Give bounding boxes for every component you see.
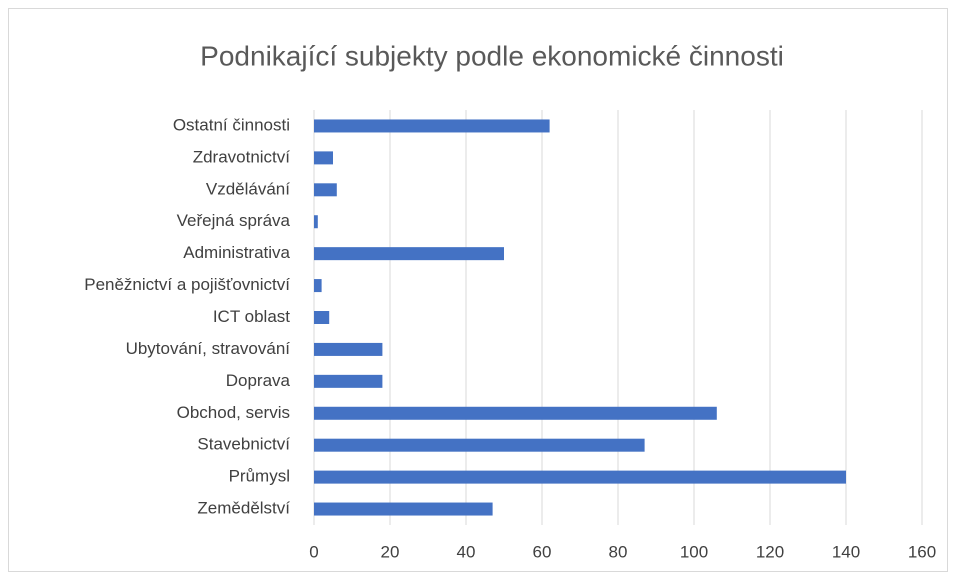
bar xyxy=(314,279,322,293)
bar xyxy=(314,470,846,484)
y-tick-label: Průmysl xyxy=(229,467,290,486)
bar xyxy=(314,183,337,197)
x-tick-label: 120 xyxy=(756,542,784,561)
y-tick-label: Zdravotnictví xyxy=(193,147,291,166)
y-tick-label: ICT oblast xyxy=(213,307,290,326)
bar xyxy=(314,215,318,229)
y-tick-label: Veřejná správa xyxy=(177,211,291,230)
y-tick-label: Obchod, servis xyxy=(177,403,290,422)
chart-title: Podnikající subjekty podle ekonomické či… xyxy=(200,40,784,71)
x-tick-label: 20 xyxy=(381,542,400,561)
y-tick-label: Vzdělávání xyxy=(206,179,290,198)
x-tick-label: 140 xyxy=(832,542,860,561)
bar xyxy=(314,311,330,324)
bar xyxy=(314,438,645,452)
bar xyxy=(314,406,717,420)
y-tick-label: Peněžnictví a pojišťovnictví xyxy=(84,275,290,294)
x-tick-label: 40 xyxy=(457,542,476,561)
y-tick-label: Doprava xyxy=(226,371,291,390)
bar xyxy=(314,374,383,388)
x-tick-label: 160 xyxy=(908,542,936,561)
y-tick-label: Administrativa xyxy=(183,243,290,262)
x-tick-label: 0 xyxy=(309,542,318,561)
y-tick-label: Ostatní činnosti xyxy=(173,115,290,134)
x-tick-label: 80 xyxy=(609,542,628,561)
x-tick-label: 60 xyxy=(533,542,552,561)
bar xyxy=(314,502,493,516)
bar xyxy=(314,342,383,356)
bar xyxy=(314,247,504,261)
y-tick-label: Ubytování, stravování xyxy=(126,339,291,358)
x-tick-label: 100 xyxy=(680,542,708,561)
bar xyxy=(314,151,333,165)
y-tick-label: Zemědělství xyxy=(197,499,290,518)
bar xyxy=(314,119,550,133)
y-tick-label: Stavebnictví xyxy=(197,435,290,454)
